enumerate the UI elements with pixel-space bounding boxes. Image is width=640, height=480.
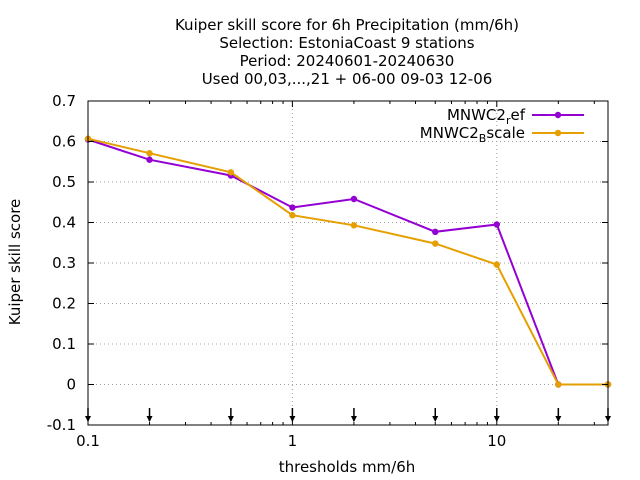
data-point [289,204,296,211]
legend-label: MNWC2ref [447,106,526,127]
series-line [87,138,608,386]
threshold-markers [85,408,611,422]
y-tick-label: 0 [66,376,76,394]
x-tick-label: 0.1 [76,432,100,450]
title-line-4: Used 00,03,...,21 + 06-00 09-03 12-06 [202,70,493,88]
legend-label: MNWC2Bscale [420,124,525,145]
y-tick-label: -0.1 [47,416,76,434]
data-point [146,156,153,163]
y-tick-label: 0.6 [52,133,76,151]
data-point [350,222,358,229]
threshold-marker-head [146,416,153,422]
data-point [146,150,153,157]
threshold-marker-head [555,416,562,422]
y-tick-label: 0.4 [52,214,76,232]
title-line-1: Kuiper skill score for 6h Precipitation … [175,16,519,34]
legend-marker [554,129,562,137]
series-lines [84,135,612,388]
data-point [289,212,296,219]
grid [88,101,608,425]
threshold-marker-head [350,416,357,422]
chart-title: Kuiper skill score for 6h Precipitation … [175,16,519,88]
threshold-marker-head [432,416,439,422]
y-tick-label: 0.2 [52,295,76,313]
plot-frame [87,100,609,426]
data-point [432,228,439,236]
x-tick-label: 10 [487,432,506,450]
data-point [227,169,235,176]
title-line-3: Period: 20240601-20240630 [240,52,455,70]
y-axis-label: Kuiper skill score [6,199,24,326]
data-point [493,221,500,228]
y-tick-label: 0.1 [52,335,76,353]
x-tick-label: 1 [288,432,298,450]
x-axis-label: thresholds mm/6h [279,458,416,476]
data-point [432,240,439,247]
data-point [555,381,562,388]
y-tick-label: 0.5 [52,173,76,191]
tick-labels: -0.1 0 0.1 0.2 0.3 0.4 0.5 0.6 0.7 0.1 1 10 [47,92,608,450]
threshold-marker-head [227,416,234,422]
y-tick-label: 0.3 [52,254,76,272]
series-line [87,137,608,386]
data-point [350,195,358,203]
y-tick-label: 0.7 [52,92,76,110]
data-point [493,261,500,268]
legend-marker [554,111,562,119]
title-line-2: Selection: EstoniaCoast 9 stations [219,34,474,52]
